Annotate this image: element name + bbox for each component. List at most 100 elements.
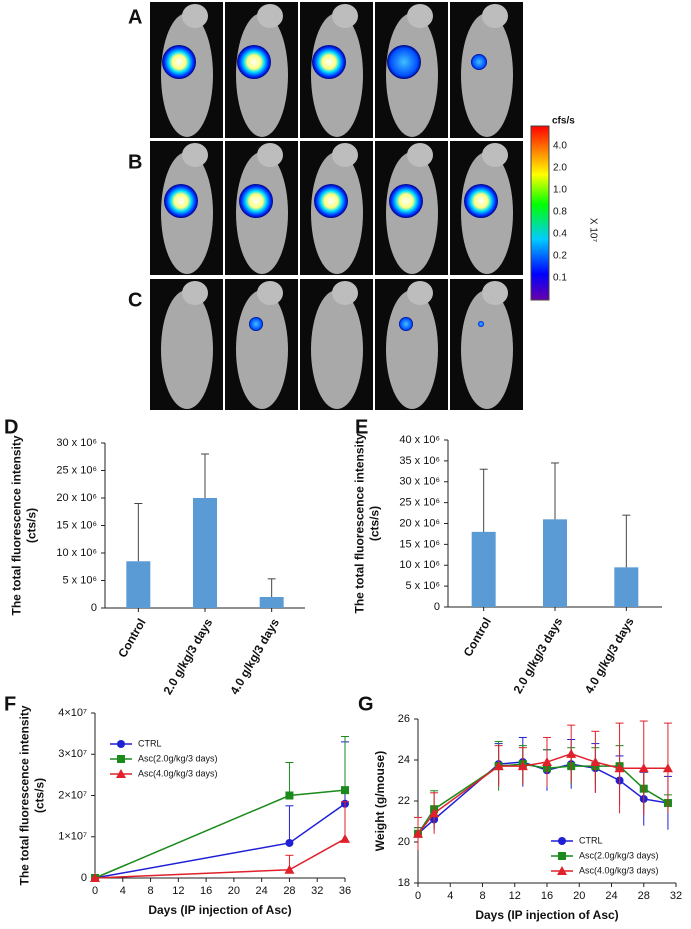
panel-letter: E xyxy=(355,416,368,438)
panel-letter: A xyxy=(128,6,142,28)
y-tick-label: 3×10⁷ xyxy=(58,748,87,760)
series-line xyxy=(417,753,668,835)
mouse-head xyxy=(182,4,208,28)
bar xyxy=(259,597,284,608)
x-tick-label: 20 xyxy=(573,890,585,902)
mouse-head xyxy=(182,281,208,305)
signal xyxy=(312,45,346,79)
y-tick-label: 18 xyxy=(398,877,410,889)
colorbar-unit: cfs/s xyxy=(552,116,575,127)
legend-label: Asc(4.0g/kg/3 days) xyxy=(138,768,218,778)
colorbar xyxy=(530,125,550,301)
marker xyxy=(285,791,294,800)
x-tick-label: Control xyxy=(461,615,494,659)
mouse-head xyxy=(407,281,433,305)
marker xyxy=(517,761,528,771)
legend-label: CTRL xyxy=(579,835,603,845)
signal xyxy=(314,184,348,218)
colorbar-label: 0.4 xyxy=(553,229,567,240)
legend-label: Asc(2.0g/kg/3 days) xyxy=(138,753,218,763)
panel-letter: D xyxy=(4,416,18,438)
x-tick-label: 4.0 g/kg/3 days xyxy=(227,616,282,697)
y-tick-label: 0 xyxy=(434,601,440,613)
series-line xyxy=(94,789,346,879)
x-tick-label: Control xyxy=(115,616,148,660)
marker xyxy=(614,763,625,773)
bar xyxy=(614,567,639,607)
y-tick-label: 24 xyxy=(398,754,410,766)
series-line xyxy=(94,803,346,879)
signal xyxy=(471,54,487,70)
mouse-head xyxy=(332,143,358,167)
y-axis-label: (cts/s) xyxy=(33,778,47,813)
colorbar-label: 0.8 xyxy=(553,207,567,218)
panel-letter: B xyxy=(128,151,142,173)
signal xyxy=(399,317,413,331)
x-tick-label: 4 xyxy=(120,885,126,897)
legend-label: CTRL xyxy=(138,738,162,748)
colorbar-label: 0.1 xyxy=(553,273,567,284)
y-tick-label: 40 x 10⁶ xyxy=(399,434,440,446)
y-tick-label: 5 x 10⁶ xyxy=(406,580,441,592)
mouse xyxy=(386,290,438,409)
x-tick-label: 16 xyxy=(541,890,553,902)
y-tick-label: 26 xyxy=(398,713,410,725)
mouse-head xyxy=(257,143,283,167)
x-tick-label: 4 xyxy=(447,890,453,902)
legend-label: Asc(2.0g/kg/3 days) xyxy=(579,850,659,860)
marker xyxy=(638,763,649,773)
mouse-head xyxy=(332,4,358,28)
series-line xyxy=(94,838,346,879)
marker xyxy=(566,748,577,758)
y-tick-label: 10 x 10⁶ xyxy=(399,559,440,571)
y-tick-label: 20 x 10⁶ xyxy=(399,517,440,529)
colorbar-label: 2.0 xyxy=(553,163,567,174)
mouse-head xyxy=(332,281,358,305)
mouse xyxy=(236,290,288,409)
x-axis-label: Days (IP injection of Asc) xyxy=(475,908,618,922)
y-axis-label: (cts/s) xyxy=(25,508,39,543)
mouse-head xyxy=(407,143,433,167)
x-tick-label: 8 xyxy=(479,890,485,902)
x-tick-label: 16 xyxy=(200,885,212,897)
x-tick-label: 4.0 g/kg/3 days xyxy=(582,615,637,696)
marker xyxy=(117,755,125,763)
colorbar-label: 4.0 xyxy=(553,141,567,152)
colorbar-scale: X 10⁷ xyxy=(587,218,598,243)
colorbar-label: 0.2 xyxy=(553,251,567,262)
x-tick-label: 20 xyxy=(228,885,240,897)
signal xyxy=(249,317,263,331)
marker xyxy=(117,740,125,748)
y-tick-label: 4×10⁷ xyxy=(58,707,87,719)
y-axis-label: The total fluorescence intensity xyxy=(10,435,24,615)
x-tick-label: 28 xyxy=(283,885,295,897)
marker xyxy=(284,864,295,874)
y-tick-label: 35 x 10⁶ xyxy=(399,455,440,467)
marker xyxy=(285,838,294,847)
x-tick-label: 12 xyxy=(509,890,521,902)
colorbar-label: 1.0 xyxy=(553,185,567,196)
signal xyxy=(478,321,484,327)
legend-label: Asc(4.0g/kg/3 days) xyxy=(579,865,659,875)
marker xyxy=(558,837,566,845)
mouse-head xyxy=(482,143,508,167)
y-tick-label: 15 x 10⁶ xyxy=(399,538,440,550)
x-tick-label: 12 xyxy=(172,885,184,897)
x-tick-label: 24 xyxy=(256,885,268,897)
y-tick-label: 5 x 10⁶ xyxy=(63,574,98,586)
marker xyxy=(662,763,673,773)
signal xyxy=(237,45,271,79)
bar xyxy=(471,531,496,607)
panel-letter: C xyxy=(128,289,142,311)
y-tick-label: 30 x 10⁶ xyxy=(399,476,440,488)
y-tick-label: 1×10⁷ xyxy=(58,831,87,843)
y-tick-label: 10 x 10⁶ xyxy=(56,547,97,559)
x-tick-label: 0 xyxy=(415,890,421,902)
y-axis-label: The total fluorescence intensity xyxy=(18,705,32,885)
x-tick-label: 0 xyxy=(92,885,98,897)
x-tick-label: 28 xyxy=(638,890,650,902)
mouse xyxy=(311,290,363,409)
y-tick-label: 30 x 10⁶ xyxy=(56,437,97,449)
marker xyxy=(413,828,423,838)
